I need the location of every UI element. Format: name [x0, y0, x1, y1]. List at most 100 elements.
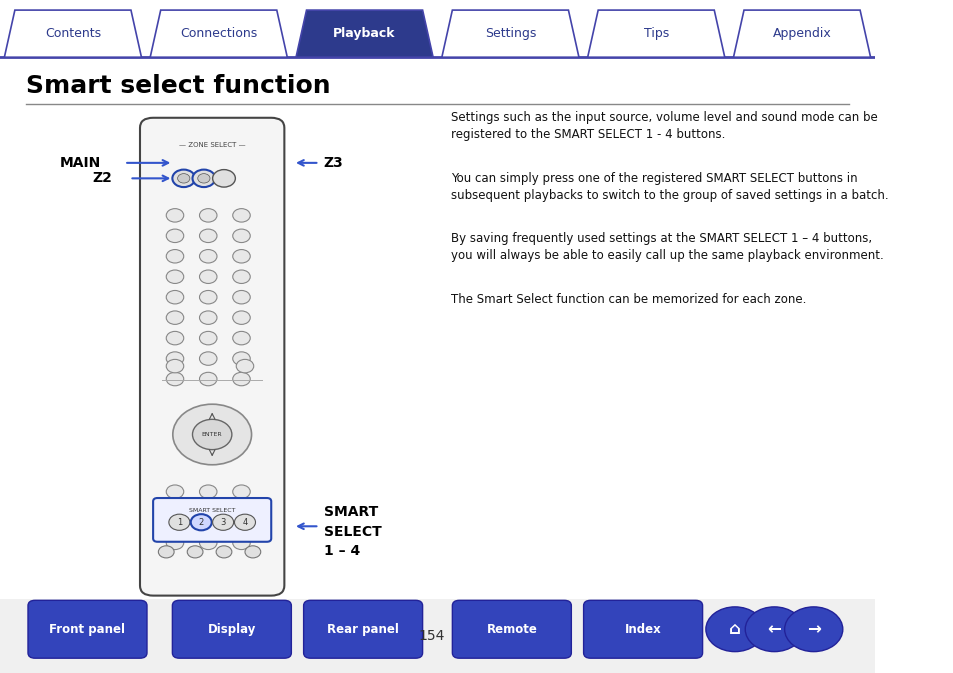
Circle shape	[199, 536, 216, 550]
Text: Connections: Connections	[180, 27, 257, 40]
Circle shape	[233, 291, 250, 304]
FancyBboxPatch shape	[303, 600, 422, 658]
Circle shape	[233, 311, 250, 324]
Circle shape	[172, 404, 252, 465]
Polygon shape	[295, 10, 433, 57]
Circle shape	[166, 352, 184, 365]
Circle shape	[199, 485, 216, 499]
Text: The Smart Select function can be memorized for each zone.: The Smart Select function can be memoriz…	[450, 293, 805, 306]
Circle shape	[744, 607, 802, 651]
Text: 3: 3	[220, 518, 226, 527]
Polygon shape	[150, 10, 287, 57]
Circle shape	[199, 311, 216, 324]
Circle shape	[233, 485, 250, 499]
Circle shape	[233, 511, 250, 524]
Circle shape	[233, 270, 250, 283]
Text: 4: 4	[242, 518, 248, 527]
Text: Settings such as the input source, volume level and sound mode can be
registered: Settings such as the input source, volum…	[450, 111, 877, 141]
FancyBboxPatch shape	[153, 498, 271, 542]
Circle shape	[233, 372, 250, 386]
Text: ENTER: ENTER	[202, 432, 222, 437]
Circle shape	[705, 607, 763, 651]
Circle shape	[233, 209, 250, 222]
Circle shape	[166, 311, 184, 324]
Circle shape	[783, 607, 841, 651]
Text: 2: 2	[198, 518, 204, 527]
Circle shape	[199, 372, 216, 386]
Polygon shape	[733, 10, 870, 57]
Text: Settings: Settings	[484, 27, 536, 40]
Circle shape	[233, 331, 250, 345]
FancyBboxPatch shape	[0, 599, 874, 673]
Text: Display: Display	[208, 623, 255, 636]
Text: Index: Index	[624, 623, 660, 636]
Text: 1: 1	[176, 518, 182, 527]
Text: You can simply press one of the registered SMART SELECT buttons in
subsequent pl: You can simply press one of the register…	[450, 172, 887, 202]
Text: Z2: Z2	[92, 172, 112, 185]
FancyBboxPatch shape	[140, 118, 284, 596]
Polygon shape	[587, 10, 724, 57]
Circle shape	[169, 514, 190, 530]
Circle shape	[233, 352, 250, 365]
Text: ⌂: ⌂	[728, 621, 740, 638]
Text: Z3: Z3	[323, 156, 343, 170]
Circle shape	[213, 170, 235, 187]
Text: SMART SELECT: SMART SELECT	[189, 508, 235, 513]
Circle shape	[236, 359, 253, 373]
Text: Remote: Remote	[486, 623, 537, 636]
Circle shape	[166, 359, 184, 373]
Circle shape	[166, 209, 184, 222]
Text: Front panel: Front panel	[50, 623, 126, 636]
Text: 154: 154	[417, 629, 444, 643]
Polygon shape	[5, 10, 141, 57]
Circle shape	[177, 174, 190, 183]
Circle shape	[166, 229, 184, 242]
Circle shape	[199, 270, 216, 283]
FancyBboxPatch shape	[452, 600, 571, 658]
Circle shape	[245, 546, 260, 558]
Circle shape	[216, 546, 232, 558]
Circle shape	[166, 331, 184, 345]
Circle shape	[199, 331, 216, 345]
Circle shape	[199, 250, 216, 263]
Circle shape	[199, 511, 216, 524]
Text: →: →	[806, 621, 820, 638]
Circle shape	[166, 372, 184, 386]
Text: SMART
SELECT
1 – 4: SMART SELECT 1 – 4	[323, 505, 381, 558]
Circle shape	[166, 485, 184, 499]
Circle shape	[213, 514, 233, 530]
Polygon shape	[441, 10, 578, 57]
FancyBboxPatch shape	[583, 600, 701, 658]
Circle shape	[158, 546, 174, 558]
Circle shape	[166, 270, 184, 283]
Circle shape	[172, 170, 195, 187]
Circle shape	[234, 514, 255, 530]
Circle shape	[166, 536, 184, 550]
Text: ←: ←	[766, 621, 781, 638]
Circle shape	[193, 170, 215, 187]
Text: Appendix: Appendix	[772, 27, 831, 40]
Circle shape	[187, 546, 203, 558]
Text: Rear panel: Rear panel	[327, 623, 398, 636]
Circle shape	[193, 419, 232, 450]
FancyBboxPatch shape	[172, 600, 291, 658]
Text: By saving frequently used settings at the SMART SELECT 1 – 4 buttons,
you will a: By saving frequently used settings at th…	[450, 232, 882, 262]
Circle shape	[191, 514, 212, 530]
Text: Smart select function: Smart select function	[27, 74, 331, 98]
Circle shape	[233, 229, 250, 242]
Text: MAIN: MAIN	[59, 156, 100, 170]
Circle shape	[233, 250, 250, 263]
Circle shape	[199, 229, 216, 242]
Circle shape	[199, 291, 216, 304]
FancyBboxPatch shape	[28, 600, 147, 658]
Circle shape	[199, 209, 216, 222]
Circle shape	[233, 536, 250, 550]
Circle shape	[199, 352, 216, 365]
Circle shape	[197, 174, 210, 183]
Circle shape	[166, 291, 184, 304]
Text: Playback: Playback	[333, 27, 395, 40]
Text: — ZONE SELECT —: — ZONE SELECT —	[178, 142, 245, 147]
Text: Tips: Tips	[643, 27, 668, 40]
Circle shape	[166, 250, 184, 263]
Circle shape	[166, 511, 184, 524]
